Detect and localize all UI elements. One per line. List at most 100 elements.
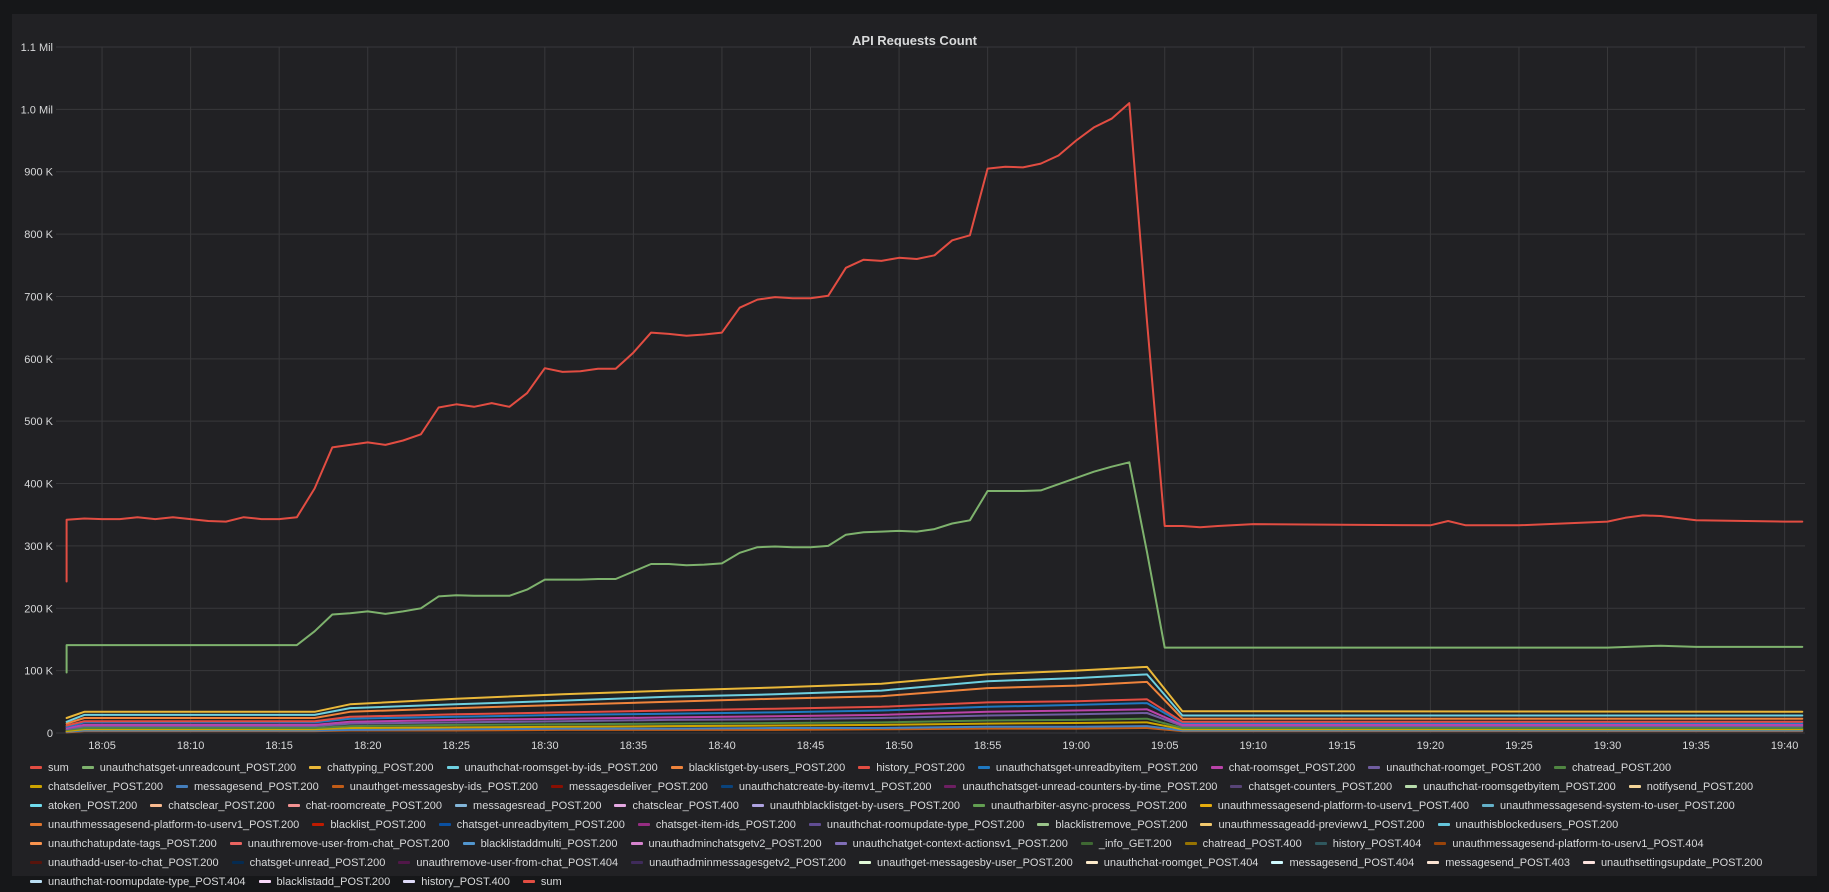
y-tick-label: 100 K [24,666,53,678]
legend-item[interactable]: unauthadd-user-to-chat_POST.200 [30,854,219,873]
legend-swatch [1628,784,1641,788]
legend-item[interactable]: blacklistaddmulti_POST.200 [462,835,618,854]
legend-item[interactable]: chatsget-item-ids_POST.200 [637,816,796,835]
legend-swatch [1368,765,1381,769]
legend-item[interactable]: blacklist_POST.200 [312,816,426,835]
legend-swatch [614,803,627,807]
legend-label: unauthchatget-context-actionsv1_POST.200 [852,838,1068,850]
legend-item[interactable]: unauthchatsget-unread-counters-by-time_P… [944,778,1217,797]
legend-swatch [522,879,535,883]
legend-item[interactable]: unauthchatupdate-tags_POST.200 [30,835,217,854]
legend-item[interactable]: unauthchat-roomsget-by-ids_POST.200 [446,759,658,778]
y-tick-label: 700 K [24,291,53,303]
legend-swatch [1434,841,1447,845]
legend-item[interactable]: messagesread_POST.200 [455,797,601,816]
legend-item[interactable]: blacklistget-by-users_POST.200 [670,759,845,778]
series-line-messagesend-post-200[interactable] [65,725,1804,733]
x-tick-label: 18:40 [708,740,736,752]
series-line-sum[interactable] [65,102,1804,583]
legend-item[interactable]: unauthget-messagesby-user_POST.200 [859,854,1073,873]
legend-swatch [858,765,871,769]
legend-item[interactable]: unauthchat-roomsgetbyitem_POST.200 [1405,778,1616,797]
series-line-blacklistget-by-users-post-200[interactable] [65,680,1804,725]
legend-item[interactable]: unauthchat-roomget_POST.404 [1085,854,1258,873]
legend-swatch [30,822,42,826]
legend-item[interactable]: chatsget-unreadbyitem_POST.200 [438,816,625,835]
y-tick-label: 1.1 Mil [21,42,53,54]
legend-item[interactable]: notifysend_POST.200 [1628,778,1753,797]
legend-item[interactable]: history_POST.404 [1314,835,1421,854]
legend-item[interactable]: unauthget-messagesby-ids_POST.200 [331,778,539,797]
series-line-history-post-200[interactable] [65,698,1804,727]
legend-item[interactable]: unauthchat-roomupdate-type_POST.200 [808,816,1024,835]
legend-item[interactable]: unauthisblockedusers_POST.200 [1437,816,1618,835]
series-line-chattyping-post-200[interactable] [65,665,1804,719]
x-tick-label: 18:50 [885,740,913,752]
legend-item[interactable]: chattyping_POST.200 [309,759,434,778]
legend-item[interactable]: unauthchatget-context-actionsv1_POST.200 [834,835,1068,854]
legend-item[interactable]: blacklistremove_POST.200 [1037,816,1187,835]
legend-item[interactable]: chat-roomsget_POST.200 [1210,759,1355,778]
legend-label: unauthadminmessagesgetv2_POST.200 [649,857,847,869]
legend-item[interactable]: chatread_POST.400 [1184,835,1302,854]
legend-label: chatsget-unread_POST.200 [249,857,386,869]
legend-item[interactable]: unauthsettingsupdate_POST.200 [1582,854,1762,873]
series-line-chatsdeliver-post-200[interactable] [65,721,1804,733]
legend-item[interactable]: messagesend_POST.200 [175,778,319,797]
y-tick-label: 900 K [24,167,53,179]
legend-swatch [175,784,188,788]
legend-item[interactable]: unauthremove-user-from-chat_POST.404 [398,854,618,873]
legend-item[interactable]: unauthmessageadd-previewv1_POST.200 [1200,816,1425,835]
series-line-unauthchat-roomget-post-200[interactable] [65,712,1804,731]
legend-item[interactable]: sum [30,759,69,778]
legend-swatch [630,841,643,845]
legend-item[interactable]: _info_GET.200 [1080,835,1172,854]
legend-swatch [1582,860,1595,864]
legend-item[interactable]: messagesend_POST.403 [1427,854,1570,873]
legend-item[interactable]: messagesend_POST.404 [1271,854,1414,873]
legend-swatch [1184,841,1197,845]
legend-item[interactable]: unauthchatsget-unreadcount_POST.200 [81,759,296,778]
legend-swatch [30,841,42,845]
legend-item[interactable]: unauthadminmessagesgetv2_POST.200 [631,854,846,873]
legend-label: sum [540,876,562,888]
legend-item[interactable]: unauthchatsget-unreadbyitem_POST.200 [977,759,1198,778]
legend-item[interactable]: unauthadminchatsgetv2_POST.200 [630,835,822,854]
legend-swatch [1210,765,1223,769]
panel-title[interactable]: API Requests Count [852,33,977,48]
legend-item[interactable]: chatsget-counters_POST.200 [1230,778,1392,797]
x-tick-label: 18:30 [531,740,559,752]
series-line-unauthchat-roomsget-by-ids-post-200[interactable] [65,673,1804,723]
legend-swatch [30,879,42,883]
legend-item[interactable]: unauthmessagesend-platform-to-userv1_POS… [1434,835,1704,854]
legend-label: unauthget-messagesby-ids_POST.200 [349,781,539,793]
legend-swatch [1200,822,1213,826]
legend-item[interactable]: unauthmessagesend-platform-to-userv1_POS… [1199,797,1469,816]
series-line-unauthchatsget-unreadcount-post-200[interactable] [65,461,1804,674]
legend-item[interactable]: chatsdeliver_POST.200 [30,778,163,797]
legend-item[interactable]: unauthmessagesend-platform-to-userv1_POS… [30,816,299,835]
legend-swatch [30,860,42,864]
legend-item[interactable]: unauthchat-roomget_POST.200 [1368,759,1541,778]
legend-item[interactable]: unauthremove-user-from-chat_POST.200 [229,835,450,854]
legend-swatch [312,822,325,826]
legend-item[interactable]: chatsclear_POST.200 [150,797,275,816]
series-line-chat-roomsget-post-200[interactable] [65,708,1804,729]
legend-item[interactable]: unauthmessagesend-system-to-user_POST.20… [1482,797,1735,816]
y-tick-label: 200 K [24,603,53,615]
legend-item[interactable]: chatread_POST.200 [1554,759,1671,778]
series-line-chatread-post-200[interactable] [65,717,1804,731]
legend-item[interactable]: messagesdeliver_POST.200 [551,778,708,797]
legend-item[interactable]: chatsclear_POST.400 [614,797,739,816]
legend-item[interactable]: chat-roomcreate_POST.200 [287,797,442,816]
series-line-unauthchatsget-unreadbyitem-post-200[interactable] [65,702,1804,728]
legend-item[interactable]: chatsget-unread_POST.200 [231,854,386,873]
legend-item[interactable]: atoken_POST.200 [30,797,137,816]
x-tick-label: 18:55 [974,740,1002,752]
legend-item[interactable]: unautharbiter-async-process_POST.200 [973,797,1187,816]
legend-item[interactable]: history_POST.200 [858,759,965,778]
legend-swatch [30,765,42,769]
legend-label: messagesread_POST.200 [473,800,602,812]
legend-item[interactable]: unauthblacklistget-by-users_POST.200 [751,797,960,816]
legend-item[interactable]: unauthchatcreate-by-itemv1_POST.200 [720,778,931,797]
